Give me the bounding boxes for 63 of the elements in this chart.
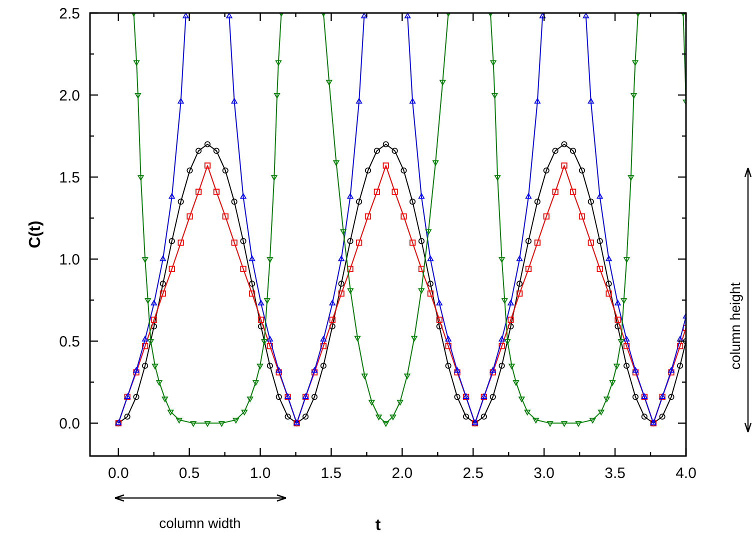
x-tick-label: 1.0 xyxy=(250,465,271,482)
x-tick-label: 3.0 xyxy=(534,465,555,482)
x-tick-label: 2.5 xyxy=(462,465,484,482)
point xyxy=(338,256,344,262)
point xyxy=(410,98,416,104)
x-tick-label: 4.0 xyxy=(676,465,696,482)
y-tick-label: 1.5 xyxy=(59,169,80,186)
point xyxy=(454,367,460,373)
point xyxy=(623,336,630,342)
point xyxy=(182,13,189,18)
x-tick-label: 3.5 xyxy=(604,465,626,482)
point xyxy=(582,13,590,18)
point xyxy=(596,193,603,199)
point xyxy=(676,336,684,342)
point xyxy=(168,193,175,199)
point xyxy=(632,367,639,373)
text: column width xyxy=(159,515,241,531)
y-tick-label: 2.5 xyxy=(59,5,80,22)
point xyxy=(150,300,158,306)
y-axis-title: C(t) xyxy=(27,220,44,248)
point xyxy=(498,336,505,342)
point xyxy=(240,193,246,199)
point xyxy=(258,300,264,306)
point xyxy=(329,300,336,306)
point xyxy=(133,367,140,373)
point xyxy=(178,98,184,104)
x-tick-label: 0.0 xyxy=(108,465,129,482)
point xyxy=(361,13,368,18)
point xyxy=(276,367,282,373)
point xyxy=(525,193,532,199)
y-tick-label: 2.0 xyxy=(59,87,80,104)
y-tick-label: 0.0 xyxy=(59,415,80,432)
point xyxy=(427,256,434,262)
point xyxy=(418,193,425,199)
point xyxy=(490,367,496,373)
point xyxy=(606,256,612,262)
point xyxy=(347,193,354,199)
point xyxy=(668,367,674,373)
text: column height xyxy=(727,282,743,370)
point xyxy=(226,13,232,18)
point xyxy=(539,13,546,18)
point xyxy=(588,98,594,104)
point xyxy=(614,300,621,306)
point xyxy=(445,336,452,342)
point xyxy=(508,300,514,306)
x-tick-label: 2.0 xyxy=(392,465,413,482)
point xyxy=(142,336,148,342)
x-axis-title: t xyxy=(375,517,382,534)
point xyxy=(516,256,523,262)
x-tick-label: 0.5 xyxy=(178,465,200,482)
point xyxy=(436,300,442,306)
point xyxy=(249,256,256,262)
point xyxy=(320,336,326,342)
point xyxy=(404,13,411,18)
point xyxy=(356,98,362,104)
point xyxy=(160,256,166,262)
point xyxy=(311,367,318,373)
point xyxy=(534,98,540,104)
y-tick-label: 1.0 xyxy=(59,251,80,268)
point xyxy=(266,336,273,342)
x-tick-label: 1.5 xyxy=(320,465,342,482)
y-tick-label: 0.5 xyxy=(59,333,80,350)
point xyxy=(231,98,238,104)
